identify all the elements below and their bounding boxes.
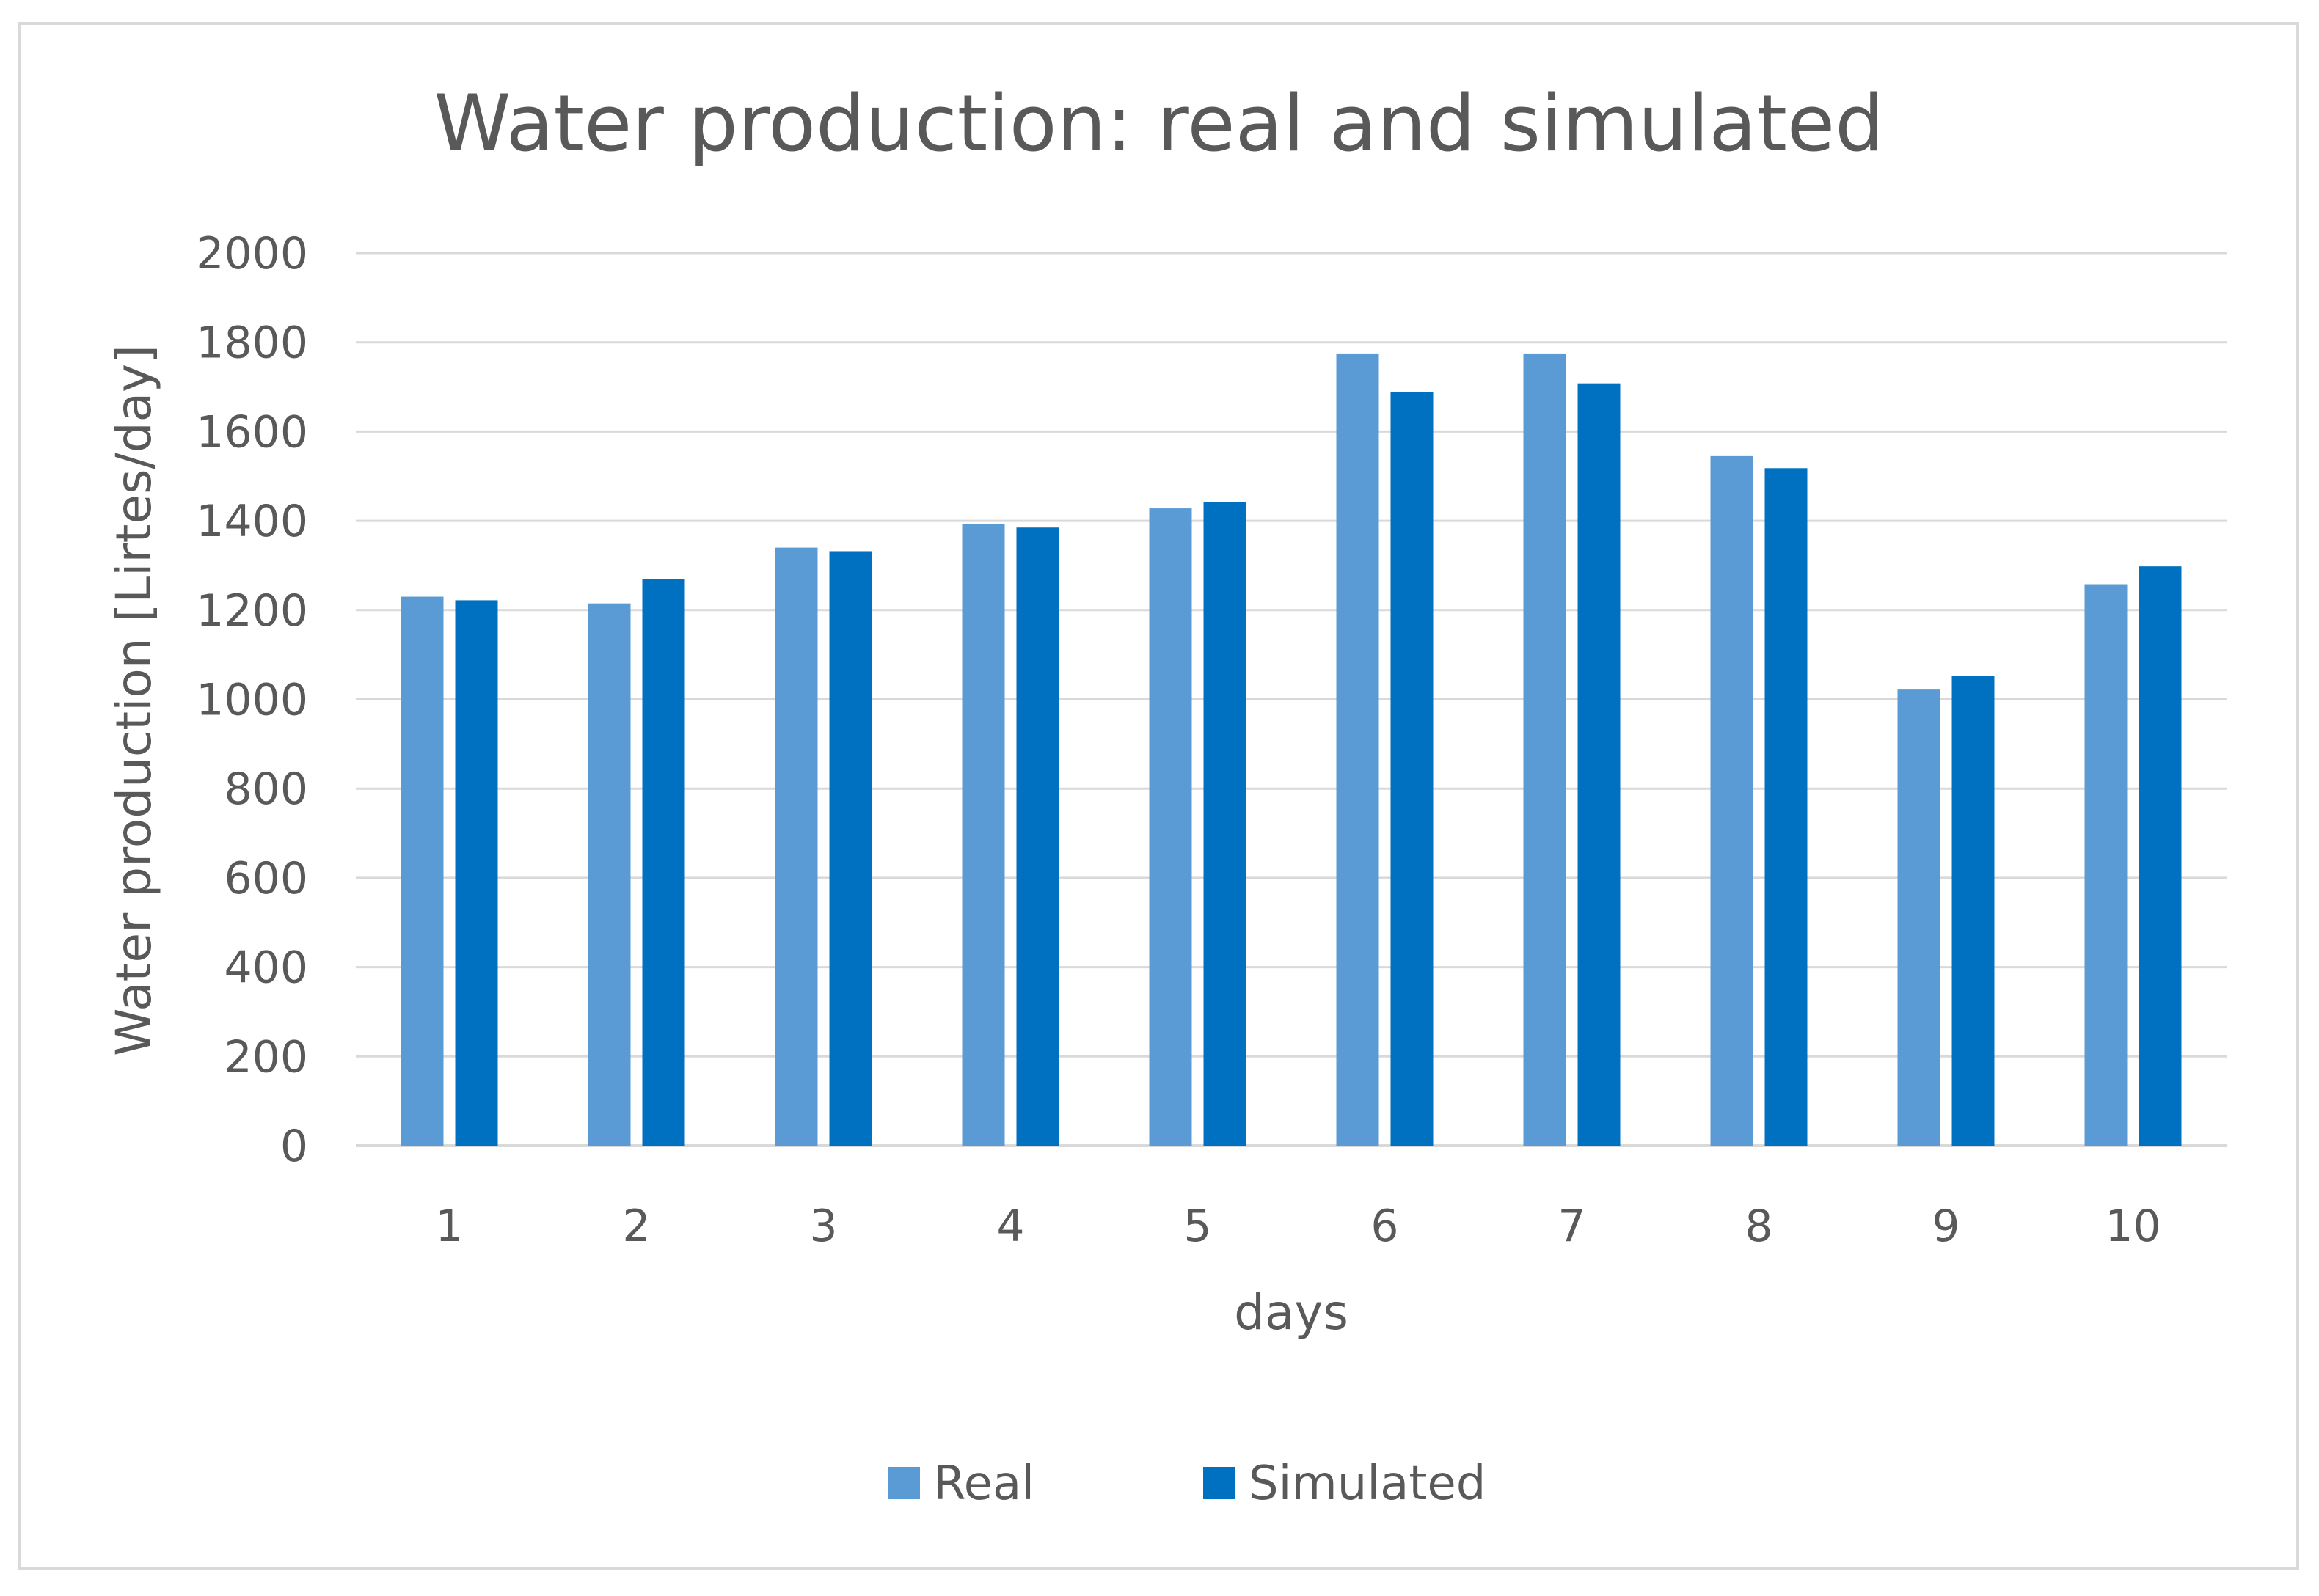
bar-simulated-day-1 [455,600,498,1146]
x-tick-label: 3 [809,1201,837,1252]
y-tick-label: 800 [224,764,308,815]
bar-real-day-9 [1897,689,1940,1146]
bar-real-day-1 [401,596,444,1146]
bar-simulated-day-7 [1577,383,1621,1146]
y-tick-label: 400 [224,942,308,994]
legend-swatch-simulated [1203,1467,1235,1499]
y-tick-label: 1000 [196,675,308,726]
legend: Real Simulated [888,1457,1486,1511]
x-tick-label: 2 [622,1201,650,1252]
bar-real-day-2 [588,603,631,1146]
y-tick-label: 2000 [196,228,308,279]
bar-real-day-10 [2084,584,2128,1146]
gridlines [356,252,2227,1147]
legend-item-simulated: Simulated [1203,1457,1486,1511]
legend-label-real: Real [933,1457,1034,1511]
y-tick-label: 1200 [196,585,308,637]
x-axis-ticks: 1 2 3 4 5 6 7 8 9 10 [435,1201,2161,1252]
x-tick-label: 6 [1370,1201,1398,1252]
y-tick-label: 1800 [196,318,308,369]
bar-real-day-8 [1710,455,1753,1146]
bar-simulated-day-10 [2139,566,2182,1146]
bar-simulated-day-2 [642,579,685,1146]
y-tick-label: 1400 [196,496,308,547]
x-tick-label: 9 [1932,1201,1960,1252]
y-axis-title: Water production [Lirtes/day] [106,345,162,1056]
legend-label-simulated: Simulated [1249,1457,1486,1511]
bar-simulated-day-3 [829,551,872,1146]
bars [401,353,2182,1146]
bar-real-day-3 [775,547,818,1146]
bar-simulated-day-5 [1203,502,1246,1146]
chart-title: Water production: real and simulated [434,78,1885,169]
y-tick-label: 600 [224,853,308,904]
x-tick-label: 5 [1183,1201,1211,1252]
bar-simulated-day-9 [1951,676,1995,1146]
x-tick-label: 7 [1557,1201,1585,1252]
legend-swatch-real [888,1467,920,1499]
x-tick-label: 4 [996,1201,1024,1252]
bar-simulated-day-8 [1764,468,1808,1146]
bar-real-day-5 [1149,508,1192,1146]
y-tick-label: 200 [224,1031,308,1083]
legend-item-real: Real [888,1457,1034,1511]
y-tick-label: 1600 [196,406,308,458]
bar-simulated-day-4 [1016,527,1059,1146]
y-tick-label: 0 [280,1121,308,1172]
bar-real-day-7 [1523,353,1566,1146]
x-axis-title: days [1234,1284,1348,1341]
bar-simulated-day-6 [1390,392,1434,1146]
bar-real-day-6 [1336,353,1379,1146]
y-axis-ticks: 0 200 400 600 800 1000 1200 1400 1600 1800 2000 [196,228,308,1172]
x-tick-label: 10 [2105,1201,2161,1252]
x-tick-label: 1 [435,1201,463,1252]
bar-real-day-4 [962,524,1005,1146]
x-tick-label: 8 [1745,1201,1772,1252]
